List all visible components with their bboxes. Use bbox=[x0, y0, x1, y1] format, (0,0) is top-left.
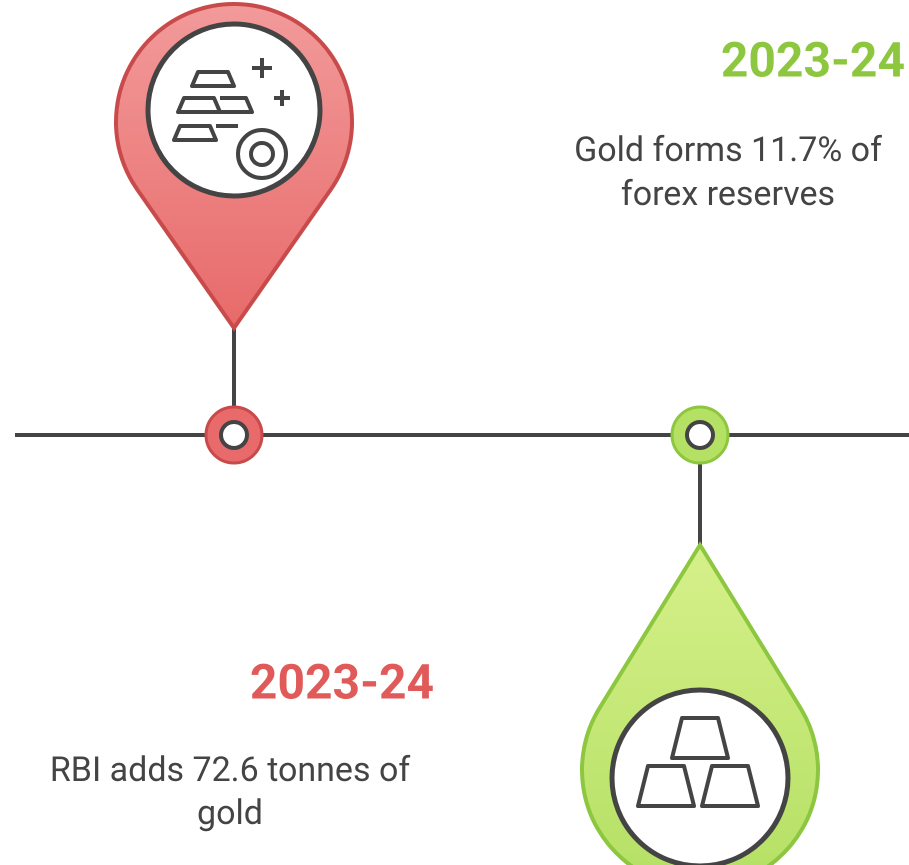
pin-inner bbox=[609, 687, 791, 865]
event-year: 2023-24 bbox=[721, 32, 905, 89]
event-text: gold bbox=[197, 793, 263, 833]
node-center bbox=[219, 420, 249, 450]
event-text: RBI adds 72.6 tonnes of bbox=[50, 750, 411, 790]
gold-plus-icon bbox=[172, 58, 290, 180]
gold-icon bbox=[636, 716, 760, 808]
node-center bbox=[685, 420, 715, 450]
event-year: 2023-24 bbox=[250, 654, 434, 711]
event-text: Gold forms 11.7% of bbox=[574, 130, 882, 170]
event-text: forex reserves bbox=[621, 174, 835, 214]
